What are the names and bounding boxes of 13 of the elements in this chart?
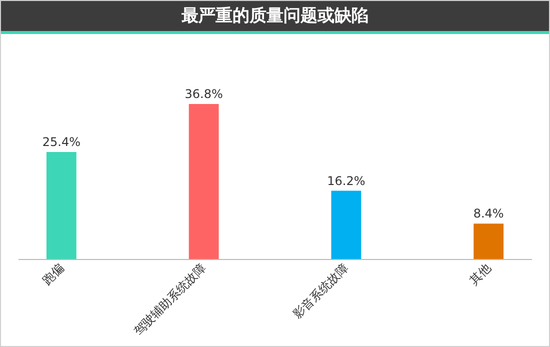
chart-title: 最严重的质量问题或缺陷 — [1, 1, 549, 31]
bar — [46, 152, 76, 259]
bar — [331, 190, 362, 259]
data-label: 25.4% — [42, 135, 80, 150]
x-tick-label: 驾驶辅助系统故障 — [130, 260, 209, 338]
data-label: 8.4% — [473, 206, 504, 221]
x-tick-label: 影音系统故障 — [290, 260, 352, 322]
data-label: 16.2% — [327, 174, 366, 188]
x-tick-label: 其他 — [466, 260, 494, 288]
bar — [188, 104, 219, 259]
data-label: 36.8% — [184, 87, 223, 101]
bar — [474, 224, 504, 259]
x-tick-label: 跑偏 — [40, 260, 66, 288]
